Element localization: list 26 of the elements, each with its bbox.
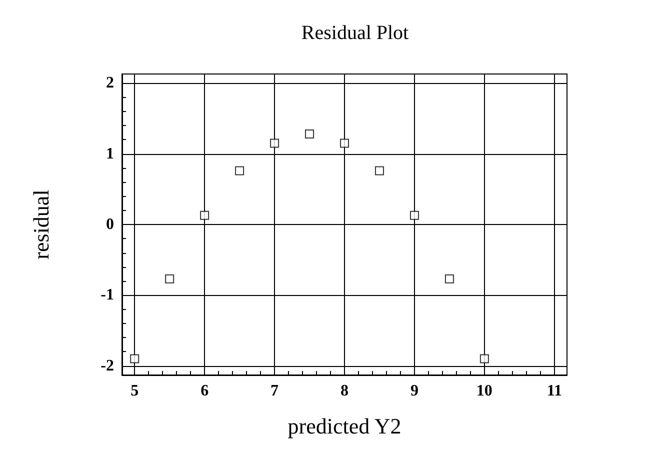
point: [444, 274, 454, 284]
point: [374, 166, 384, 176]
x-tick-label: 9: [410, 382, 418, 400]
point: [270, 138, 280, 148]
point: [340, 138, 349, 148]
x-tick-label: 10: [476, 382, 492, 400]
point: [130, 354, 140, 364]
y-tick-label: 0: [106, 216, 114, 233]
point: [410, 210, 419, 220]
point: [200, 210, 210, 220]
point: [235, 166, 244, 176]
x-tick-label: 6: [200, 382, 209, 400]
x-tick-label: 7: [270, 382, 279, 400]
point: [305, 130, 314, 139]
point: [480, 354, 489, 364]
y-tick-label: 2: [106, 74, 114, 92]
point: [165, 274, 174, 284]
y-axis-title: residual: [28, 190, 54, 260]
x-tick-label: 8: [340, 382, 348, 400]
y-tick-label: 1: [106, 145, 114, 162]
chart-title: Residual Plot: [301, 22, 410, 44]
x-axis-title: predicted Y2: [288, 414, 402, 438]
y-tick-label: -1: [100, 286, 114, 304]
x-tick-label: 5: [130, 382, 139, 400]
y-tick-label: -2: [100, 357, 114, 374]
x-tick-label: 11: [546, 382, 562, 400]
